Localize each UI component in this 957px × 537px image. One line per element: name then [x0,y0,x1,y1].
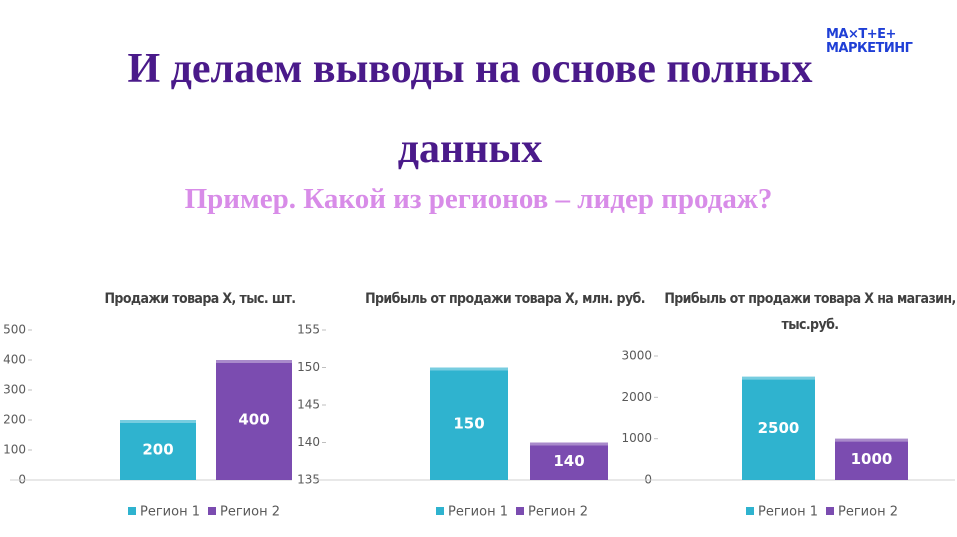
data-label: 140 [553,452,584,470]
y-tick-label: 155 [297,323,320,337]
legend-label: Регион 2 [838,505,898,520]
y-tick-label: 2000 [621,390,652,404]
logo-line: МА×Т+Е+ [826,27,896,42]
legend-swatch [436,507,444,515]
bar-top [742,376,815,380]
slide-title: И делаем выводы на основе полных данных [127,46,813,172]
y-tick-label: 140 [297,435,320,449]
y-tick-label: 500 [3,323,26,337]
legend-swatch [746,507,754,515]
y-tick-label: 200 [3,413,26,427]
bar [530,442,608,480]
legend-swatch [128,507,136,515]
legend-swatch [826,507,834,515]
legend-swatch [208,507,216,515]
y-tick-label: 150 [297,360,320,374]
data-label: 1000 [851,450,893,468]
data-label: 200 [142,441,173,459]
y-tick-label: 300 [3,383,26,397]
data-label: 400 [238,411,269,429]
y-tick-label: 1000 [621,431,652,445]
bar [430,367,508,480]
chart-title: Прибыль от продажи товара Х, млн. руб. [365,291,645,307]
bar [120,420,196,480]
bar [742,376,815,480]
bar [835,438,908,480]
chart-title: Продажи товара Х, тыс. шт. [104,291,296,307]
y-tick-label: 135 [297,473,320,487]
y-tick-label: 400 [3,353,26,367]
bar-top [430,367,508,371]
data-label: 2500 [758,419,800,437]
legend-label: Регион 2 [220,505,280,520]
bar-top [120,420,196,423]
logo-line: МАРКЕТИНГ [826,41,913,56]
slide-subtitle: Пример. Какой из регионов – лидер продаж… [184,183,773,215]
legend-label: Регион 1 [140,505,200,520]
bar-top [835,438,908,442]
logo: МА×Т+Е+ МАРКЕТИНГ [826,27,913,56]
y-tick-label: 145 [297,398,320,412]
y-tick-label: 100 [3,443,26,457]
legend-swatch [516,507,524,515]
data-label: 150 [453,414,484,432]
legend-label: Регион 2 [528,505,588,520]
chart-title: Прибыль от продажи товара Х на магазин, … [664,291,956,333]
bar-top [530,442,608,446]
legend-label: Регион 1 [758,505,818,520]
bar-top [216,360,292,363]
bar [216,360,292,480]
legend-label: Регион 1 [448,505,508,520]
y-tick-label: 3000 [621,349,652,363]
